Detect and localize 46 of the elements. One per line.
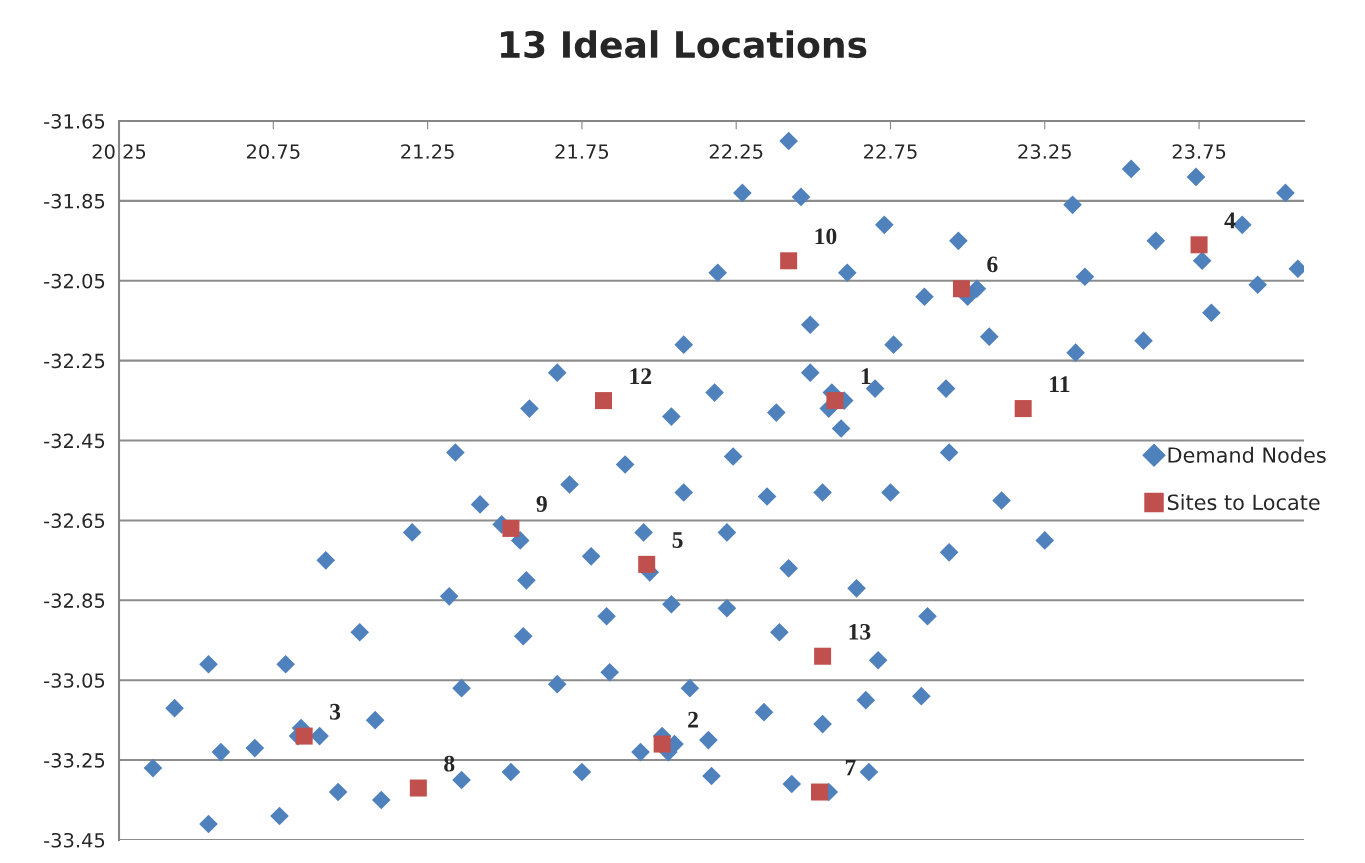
annotation: 1 <box>861 368 871 384</box>
chart-title: 13 Ideal Locations <box>500 30 867 59</box>
annotation: 4 <box>1224 212 1236 229</box>
annotation: 13 <box>849 623 871 640</box>
y-tick-label: -33.25 <box>44 753 105 768</box>
x-tick-label: 22.25 <box>709 144 763 159</box>
point <box>638 555 656 573</box>
annotation: 3 <box>330 703 341 720</box>
y-tick-label: -32.05 <box>44 273 105 289</box>
x-tick-label: 20.75 <box>246 144 300 159</box>
annotation: 7 <box>845 759 856 776</box>
point <box>653 735 671 753</box>
point <box>1014 400 1032 418</box>
annotation: 8 <box>444 755 455 772</box>
point <box>814 647 832 665</box>
y-tick-label: -32.45 <box>44 433 105 449</box>
point <box>826 392 844 410</box>
point <box>295 727 313 745</box>
annotation: 2 <box>688 711 698 728</box>
x-tick-label: 21.25 <box>401 144 454 159</box>
point <box>1190 236 1208 254</box>
point <box>502 519 520 537</box>
point <box>595 392 613 410</box>
point <box>780 252 798 270</box>
x-tick-label: 23.25 <box>1018 144 1071 159</box>
y-tick-label: -32.65 <box>44 513 105 529</box>
x-tick-label: 22.75 <box>864 144 917 159</box>
annotation: 10 <box>815 228 837 245</box>
y-tick-label: -32.25 <box>44 353 105 369</box>
annotation: 6 <box>987 256 998 273</box>
legend-label: Sites to Locate <box>1167 494 1320 511</box>
y-tick-label: -31.85 <box>44 193 105 209</box>
point <box>811 783 829 801</box>
point <box>952 280 970 298</box>
x-tick-label: 23.75 <box>1172 144 1226 159</box>
legend-label: Demand Nodes <box>1168 446 1326 463</box>
annotation: 11 <box>1050 376 1070 392</box>
annotation: 12 <box>630 368 652 384</box>
annotation: 9 <box>536 496 547 512</box>
annotation: 5 <box>672 532 683 548</box>
y-tick-label: -32.85 <box>44 593 105 608</box>
y-tick-label: -33.05 <box>44 673 105 688</box>
point <box>409 779 427 797</box>
y-tick-label: -31.65 <box>44 113 105 129</box>
y-tick-label: -33.45 <box>44 832 105 848</box>
x-tick-label: 21.75 <box>555 144 609 159</box>
